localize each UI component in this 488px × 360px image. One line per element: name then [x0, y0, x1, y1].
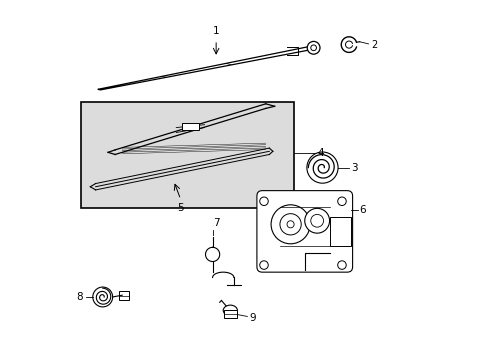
Circle shape [259, 197, 268, 206]
FancyBboxPatch shape [256, 191, 352, 272]
Text: 3: 3 [351, 163, 357, 172]
Bar [81, 102, 293, 208]
Ellipse shape [223, 305, 237, 316]
Text: 5: 5 [177, 203, 183, 213]
Polygon shape [98, 46, 319, 90]
Text: 8: 8 [77, 292, 83, 302]
Text: 1: 1 [212, 26, 219, 36]
Circle shape [310, 215, 323, 227]
Circle shape [259, 261, 268, 269]
Text: 2: 2 [370, 40, 377, 50]
Bar [224, 310, 236, 318]
Bar [119, 291, 128, 300]
Text: 6: 6 [359, 205, 366, 215]
Text: 7: 7 [212, 218, 219, 228]
Circle shape [306, 41, 319, 54]
Circle shape [337, 261, 346, 269]
Circle shape [279, 214, 301, 235]
Circle shape [304, 208, 329, 233]
Circle shape [337, 197, 346, 206]
Text: 4: 4 [317, 148, 324, 158]
Circle shape [310, 45, 316, 51]
Text: 9: 9 [249, 312, 256, 323]
Circle shape [286, 221, 293, 228]
Circle shape [270, 205, 309, 244]
Bar [329, 217, 350, 246]
Bar [181, 123, 199, 130]
